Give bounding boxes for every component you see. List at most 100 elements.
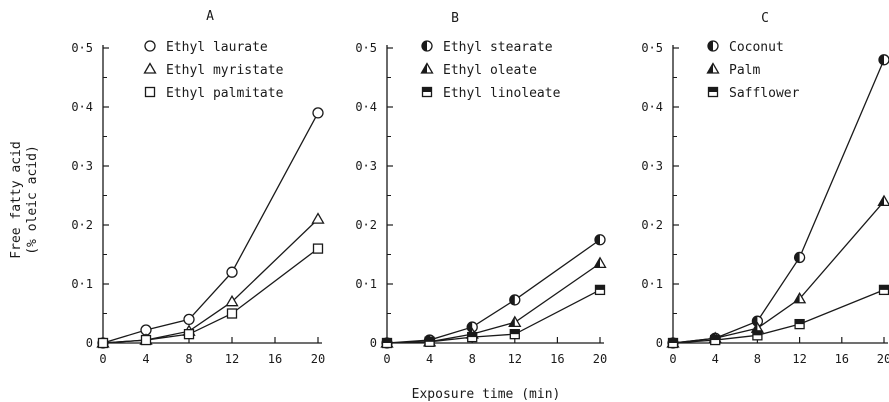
- data-point: [877, 194, 889, 207]
- data-point: [667, 337, 679, 349]
- legend-label: Ethyl oleate: [443, 63, 537, 78]
- legend-label: Ethyl laurate: [166, 40, 268, 55]
- x-tick-label: 4: [426, 352, 433, 366]
- data-point: [750, 321, 765, 333]
- y-tick-label: 0·4: [355, 100, 377, 114]
- data-point: [381, 337, 393, 349]
- legend-label: Ethyl linoleate: [443, 86, 561, 101]
- series-safflower: [667, 284, 889, 349]
- y-tick-label: 0·1: [641, 277, 663, 291]
- x-tick-label: 16: [835, 352, 849, 366]
- legend-marker: [707, 40, 719, 52]
- series-ethyl-palmitate: [97, 243, 324, 349]
- x-tick-label: 0: [669, 352, 676, 366]
- legend-entry: Ethyl myristate: [143, 62, 284, 78]
- legend-label: Palm: [729, 63, 760, 78]
- series-line: [102, 112, 319, 344]
- x-axis-title: Exposure time (min): [412, 387, 561, 402]
- data-point: [710, 334, 721, 346]
- series-palm: [666, 194, 889, 348]
- data-point: [793, 251, 806, 264]
- legend-marker: [144, 40, 156, 52]
- data-point: [792, 291, 807, 304]
- x-tick-label: 8: [469, 352, 476, 366]
- x-tick-label: 4: [712, 352, 719, 366]
- legend-entry: Ethyl palmitate: [144, 86, 284, 101]
- chart-panels: A 0 0·1 0·2 0·3 0·4 0·5 0 4 8 12 16 20 Ethyl laurate E…: [71, 9, 889, 366]
- chart-panel-B: B 0 0·1 0·2 0·3 0·4 0·5 0 4 8 12 16 20 Ethyl stearate…: [355, 11, 607, 366]
- y-tick-label: 0: [86, 336, 93, 350]
- data-point: [311, 212, 325, 224]
- data-point: [140, 334, 152, 346]
- y-tick-label: 0·2: [355, 218, 377, 232]
- data-point: [226, 308, 238, 319]
- x-tick-label: 20: [311, 352, 325, 366]
- series-ethyl-oleate: [380, 256, 607, 348]
- x-tick-label: 16: [550, 352, 564, 366]
- data-point: [97, 337, 109, 349]
- y-tick-label: 0·5: [641, 41, 663, 55]
- y-tick-label: 0·1: [355, 277, 377, 291]
- data-point: [752, 330, 763, 341]
- legend-marker: [144, 86, 156, 98]
- legend-entry: Ethyl oleate: [420, 62, 537, 78]
- x-tick-label: 12: [508, 352, 522, 366]
- x-tick-label: 8: [754, 352, 761, 366]
- series-line: [386, 289, 601, 344]
- chart-panel-C: C 0 0·1 0·2 0·3 0·4 0·5 0 4 8 12 16 20 Coconut Palm Saf…: [641, 11, 889, 366]
- data-point: [794, 318, 805, 330]
- y-tick-label: 0: [370, 336, 377, 350]
- legend-marker: [421, 40, 433, 52]
- legend-marker: [707, 86, 719, 98]
- y-tick-label: 0·2: [641, 218, 663, 232]
- chart-panel-A: A 0 0·1 0·2 0·3 0·4 0·5 0 4 8 12 16 20 Ethyl laurate E…: [71, 9, 325, 366]
- x-tick-label: 0: [99, 352, 106, 366]
- data-point: [878, 54, 889, 66]
- legend-entry: Palm: [706, 62, 760, 78]
- series-ethyl-laurate: [97, 107, 324, 349]
- data-point: [509, 294, 521, 306]
- legend-entry: Ethyl stearate: [421, 40, 553, 55]
- x-tick-label: 20: [877, 352, 889, 366]
- y-axis-title-line2: (% oleic acid): [25, 145, 40, 255]
- data-point: [594, 234, 606, 246]
- x-tick-label: 20: [593, 352, 607, 366]
- y-tick-label: 0·3: [641, 159, 663, 173]
- series-line: [672, 289, 885, 344]
- legend-entry: Ethyl linoleate: [421, 86, 561, 101]
- y-tick-label: 0·4: [71, 100, 93, 114]
- legend-entry: Ethyl laurate: [144, 40, 268, 55]
- x-tick-label: 4: [142, 352, 149, 366]
- data-point: [467, 331, 478, 343]
- y-tick-label: 0·5: [71, 41, 93, 55]
- data-point: [424, 336, 435, 347]
- y-axis-title: Free fatty acid (% oleic acid): [9, 141, 40, 258]
- legend-label: Ethyl palmitate: [166, 86, 284, 101]
- series-ethyl-stearate: [381, 234, 606, 349]
- panel-title: B: [451, 11, 459, 26]
- data-point: [509, 328, 520, 340]
- series-line: [386, 239, 601, 344]
- data-point: [594, 284, 606, 296]
- data-point: [593, 256, 607, 269]
- y-tick-label: 0: [656, 336, 663, 350]
- series-line: [672, 200, 885, 344]
- data-point: [225, 294, 239, 307]
- x-tick-label: 12: [225, 352, 239, 366]
- series-ethyl-linoleate: [381, 284, 606, 349]
- legend-marker: [143, 62, 157, 74]
- panel-title: A: [206, 9, 214, 24]
- data-point: [878, 284, 889, 296]
- data-point: [226, 266, 238, 278]
- y-tick-label: 0·1: [71, 277, 93, 291]
- data-point: [183, 328, 195, 340]
- y-axis-title-line1: Free fatty acid: [9, 141, 24, 258]
- data-point: [183, 313, 195, 326]
- y-tick-label: 0·4: [641, 100, 663, 114]
- y-tick-label: 0·3: [355, 159, 377, 173]
- legend-label: Ethyl myristate: [166, 63, 284, 78]
- x-tick-label: 12: [792, 352, 806, 366]
- data-point: [508, 315, 522, 328]
- panel-title: C: [761, 11, 769, 26]
